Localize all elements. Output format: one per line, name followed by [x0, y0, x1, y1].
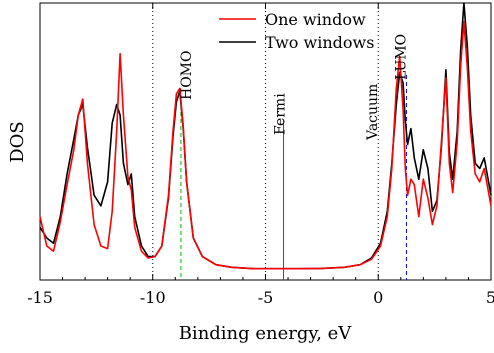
annotation-lumo: LUMO — [393, 34, 409, 80]
legend: One window Two windows — [219, 10, 374, 52]
annotation-fermi: Fermi — [273, 93, 289, 135]
x-ticks: -15 -10 -5 0 5 — [27, 3, 494, 307]
x-tick-label-0: -15 — [27, 288, 53, 307]
x-axis-label: Binding energy, eV — [179, 323, 353, 344]
series-lines — [39, 2, 492, 270]
legend-label-two-windows: Two windows — [265, 33, 374, 52]
marker-lines — [180, 75, 407, 280]
x-tick-label-2: -5 — [258, 288, 274, 307]
annotation-vacuum: Vacuum — [365, 84, 381, 141]
x-tick-label-3: 0 — [373, 288, 383, 307]
x-tick-label-4: 5 — [486, 288, 494, 307]
legend-label-one-window: One window — [265, 10, 366, 29]
annotation-labels: HOMO Fermi Vacuum LUMO — [179, 34, 409, 141]
y-axis-label: DOS — [7, 121, 28, 163]
annotation-homo: HOMO — [179, 51, 195, 101]
x-tick-label-1: -10 — [140, 288, 166, 307]
series-line-one-window — [39, 20, 492, 270]
